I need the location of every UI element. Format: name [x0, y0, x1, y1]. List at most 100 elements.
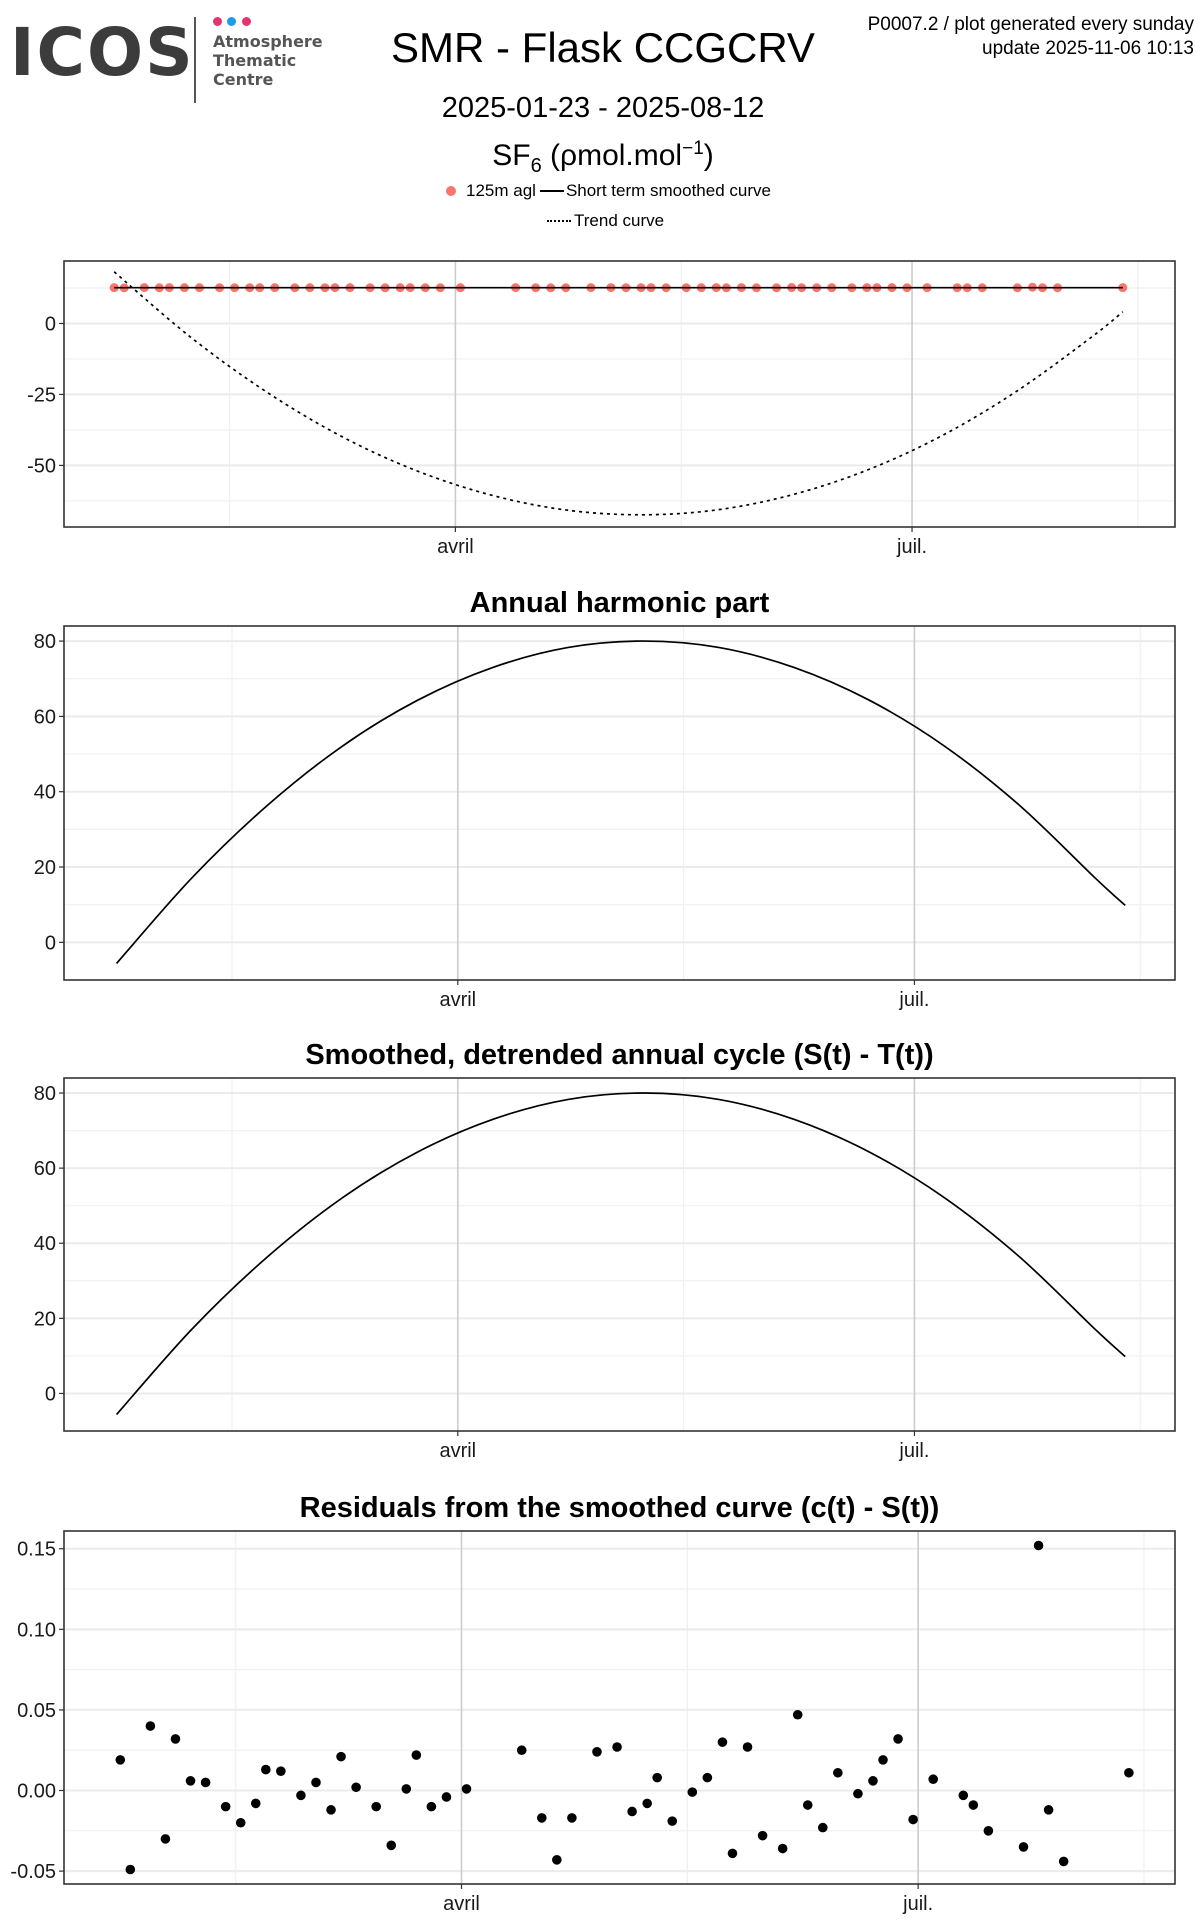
residual-point — [260, 1764, 271, 1775]
y-tick-label: -50 — [27, 455, 56, 477]
y-tick-label: 80 — [34, 1083, 56, 1105]
logo-dot-2 — [227, 17, 236, 26]
plot-border — [63, 1530, 1176, 1885]
chart-panel-2: 0 20 40 60 80 avril juil. Annual harmonic part — [34, 587, 1176, 1011]
y-tick-label: 60 — [34, 1158, 56, 1180]
residual-point — [170, 1734, 181, 1744]
residual-point — [536, 1813, 547, 1823]
y-tick-label: 40 — [34, 782, 56, 804]
residual-point — [817, 1822, 828, 1833]
x-tick-label: avril — [437, 536, 474, 558]
residual-point — [351, 1782, 361, 1793]
residual-point — [908, 1814, 918, 1825]
residual-point — [276, 1766, 286, 1776]
residual-point — [1018, 1842, 1029, 1852]
residual-point — [411, 1750, 422, 1760]
x-tick-label: avril — [443, 1893, 480, 1915]
legend-trend-marker — [547, 220, 571, 222]
residual-point — [200, 1777, 211, 1788]
harmonic-curve — [115, 1092, 1126, 1416]
residual-point — [441, 1792, 452, 1802]
page-title: SMR - Flask CCGCRV — [391, 24, 815, 71]
legend-trend-label: Trend curve — [574, 211, 665, 230]
residual-point — [552, 1855, 562, 1865]
y-tick-label: 0.10 — [17, 1619, 56, 1641]
y-tick-label: 0.00 — [17, 1781, 56, 1803]
residual-point — [792, 1709, 803, 1720]
residual-point — [371, 1801, 381, 1812]
residual-point — [1043, 1805, 1054, 1815]
y-tick-label: 20 — [34, 1308, 56, 1330]
residual-point — [868, 1776, 878, 1786]
residual-point — [386, 1840, 397, 1851]
plot-background — [64, 626, 1175, 980]
residual-point — [687, 1787, 698, 1797]
chart-panel-4: -0.05 0.00 0.05 0.10 0.15 avril juil. Residuals… — [10, 1492, 1176, 1915]
residual-point — [185, 1776, 196, 1786]
residual-point — [1033, 1540, 1044, 1551]
residual-point — [968, 1800, 979, 1810]
logo-subtitle-line: Thematic — [213, 51, 297, 70]
y-tick-label: 0.05 — [17, 1700, 56, 1722]
residual-point — [612, 1742, 622, 1752]
residual-point — [833, 1767, 843, 1778]
legend-row-2: Trend curve — [547, 211, 664, 231]
species-label: SF6 (ρmol.mol−1) — [0, 138, 1200, 178]
logo-dot-1 — [213, 17, 222, 26]
residual-point — [652, 1772, 663, 1783]
species-superscript: −1 — [682, 138, 704, 159]
plot-info: P0007.2 / plot generated every sunday up… — [868, 13, 1194, 61]
x-tick-label: avril — [439, 989, 476, 1011]
residual-point — [145, 1721, 156, 1731]
residual-point — [220, 1801, 231, 1812]
chart-title: Smoothed, detrended annual cycle (S(t) -… — [305, 1039, 933, 1071]
residual-point — [983, 1826, 994, 1836]
icos-logo: ICOS — [10, 14, 195, 91]
logo-subtitle-line: Centre — [213, 70, 274, 89]
species-name: SF — [492, 139, 531, 172]
update-timestamp: update 2025-11-06 10:13 — [982, 38, 1194, 59]
plot-info-line: P0007.2 / plot generated every sunday — [867, 14, 1194, 35]
chart-title: Residuals from the smoothed curve (c(t) … — [300, 1492, 940, 1524]
logo-subtitle-line: Atmosphere — [213, 32, 323, 51]
residual-point — [1058, 1856, 1069, 1867]
residual-point — [702, 1772, 713, 1783]
species-close: ) — [703, 139, 714, 172]
x-tick-label: juil. — [902, 1893, 933, 1915]
residual-point — [125, 1864, 136, 1875]
y-tick-label: 0 — [45, 932, 56, 954]
chart-panel-3: 0 20 40 60 80 avril juil. Smoothed, detrended a… — [34, 1039, 1176, 1462]
plot-background — [64, 1531, 1175, 1884]
residual-point — [235, 1817, 246, 1828]
residual-point — [401, 1784, 412, 1794]
plot-background — [64, 1078, 1175, 1431]
residual-point — [326, 1805, 336, 1815]
residual-point — [461, 1784, 472, 1794]
plot-border — [63, 625, 1176, 981]
x-tick-label: avril — [439, 1440, 476, 1462]
legend-observed-label: 125m agl — [466, 181, 536, 200]
residual-point — [667, 1816, 678, 1826]
residual-point — [336, 1751, 346, 1762]
plot-border — [63, 1077, 1176, 1432]
residual-point — [878, 1755, 888, 1765]
legend-smooth-marker — [539, 190, 564, 192]
residual-point — [311, 1777, 321, 1788]
x-tick-label: juil. — [896, 536, 927, 558]
residual-point — [160, 1834, 171, 1844]
y-tick-label: 80 — [34, 631, 56, 653]
residual-point — [717, 1737, 728, 1747]
date-range: 2025-01-23 - 2025-08-12 — [441, 92, 765, 124]
harmonic-curve — [115, 640, 1126, 964]
species-subscript: 6 — [530, 155, 542, 177]
residual-point — [592, 1747, 602, 1757]
residual-point — [893, 1734, 903, 1744]
legend-row-1: 125m agl Short term smoothed curve — [446, 181, 771, 201]
residual-point — [777, 1843, 788, 1854]
residual-point — [958, 1790, 969, 1801]
residual-point — [567, 1813, 577, 1823]
y-tick-label: 0 — [45, 1383, 56, 1405]
chart-panel-1: 0 -25 -50 avril juil. — [27, 260, 1176, 558]
residual-point — [742, 1742, 753, 1752]
